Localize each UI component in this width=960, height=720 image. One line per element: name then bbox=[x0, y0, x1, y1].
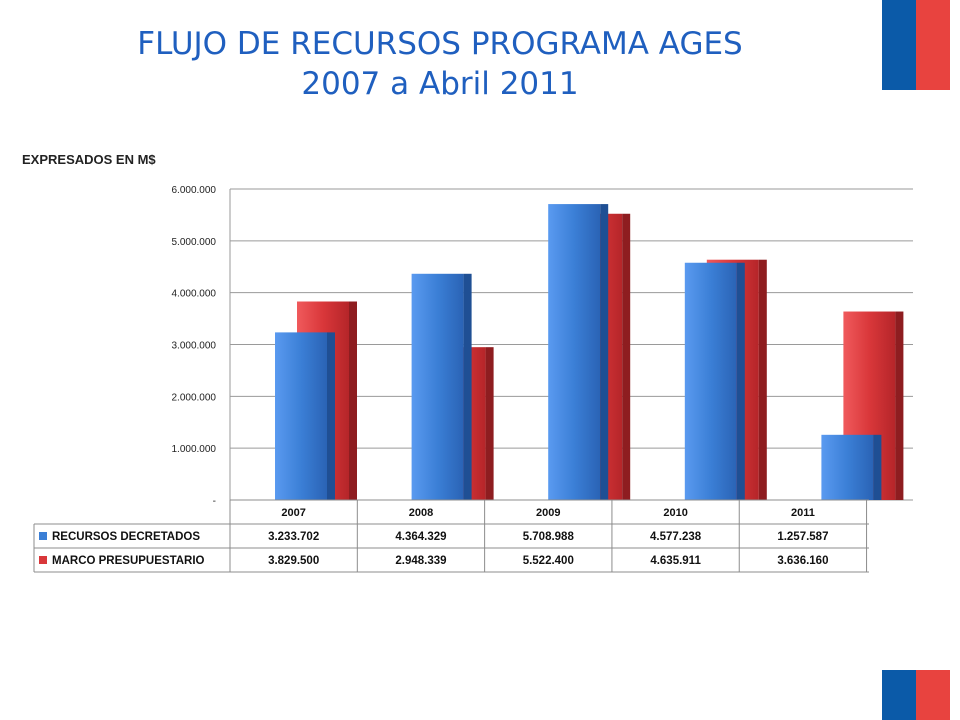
bar-side-marco bbox=[758, 259, 767, 500]
bar-side-recursos bbox=[873, 434, 882, 500]
chart-title: FLUJO DE RECURSOS PROGRAMA AGES 2007 a A… bbox=[90, 24, 790, 104]
legend-swatch bbox=[39, 532, 47, 540]
x-tick-label: 2007 bbox=[281, 507, 305, 519]
data-label: 3.233.702 bbox=[268, 531, 319, 543]
title-line-2: 2007 a Abril 2011 bbox=[301, 66, 579, 102]
data-label: 5.708.988 bbox=[523, 531, 575, 543]
bar-recursos bbox=[548, 204, 601, 501]
y-tick-label: 1.000.000 bbox=[172, 444, 217, 455]
data-label: 5.522.400 bbox=[523, 555, 574, 567]
bar-recursos bbox=[275, 332, 327, 500]
bar-side-recursos bbox=[736, 262, 745, 500]
units-label: EXPRESADOS EN M$ bbox=[22, 152, 156, 167]
bar-side-marco bbox=[485, 347, 494, 500]
bar-recursos bbox=[411, 273, 464, 500]
y-tick-label: 5.000.000 bbox=[172, 237, 217, 248]
legend-swatch bbox=[39, 556, 47, 564]
data-label: 1.257.587 bbox=[777, 531, 828, 543]
bar-side-marco bbox=[622, 213, 631, 500]
y-tick-label: 4.000.000 bbox=[172, 289, 217, 300]
data-label: 4.635.911 bbox=[650, 555, 701, 567]
bar-side-recursos bbox=[463, 273, 472, 500]
x-tick-label: 2011 bbox=[791, 507, 815, 519]
bar-recursos bbox=[821, 434, 874, 500]
legend-label: RECURSOS DECRETADOS bbox=[52, 531, 200, 543]
y-tick-label: 2.000.000 bbox=[172, 392, 217, 403]
legend-label: MARCO PRESUPUESTARIO bbox=[52, 555, 205, 567]
flag-decoration-bottom bbox=[882, 670, 950, 720]
data-label: 2.948.339 bbox=[395, 555, 446, 567]
data-label: 4.577.238 bbox=[650, 531, 702, 543]
y-tick-label: - bbox=[213, 496, 216, 507]
y-tick-label: 6.000.000 bbox=[172, 185, 217, 196]
flag-decoration-top bbox=[882, 0, 950, 90]
title-line-1: FLUJO DE RECURSOS PROGRAMA AGES bbox=[137, 26, 743, 62]
data-label: 3.636.160 bbox=[777, 555, 828, 567]
x-tick-label: 2010 bbox=[663, 507, 687, 519]
data-label: 3.829.500 bbox=[268, 555, 319, 567]
x-tick-label: 2009 bbox=[536, 507, 560, 519]
y-tick-label: 3.000.000 bbox=[172, 341, 217, 352]
data-label: 4.364.329 bbox=[395, 531, 446, 543]
bar-recursos bbox=[684, 262, 737, 500]
bar-side-recursos bbox=[327, 332, 335, 500]
bar-side-marco bbox=[895, 311, 904, 500]
x-tick-label: 2008 bbox=[409, 507, 433, 519]
bar-side-recursos bbox=[600, 204, 609, 501]
bar-side-marco bbox=[349, 301, 357, 500]
